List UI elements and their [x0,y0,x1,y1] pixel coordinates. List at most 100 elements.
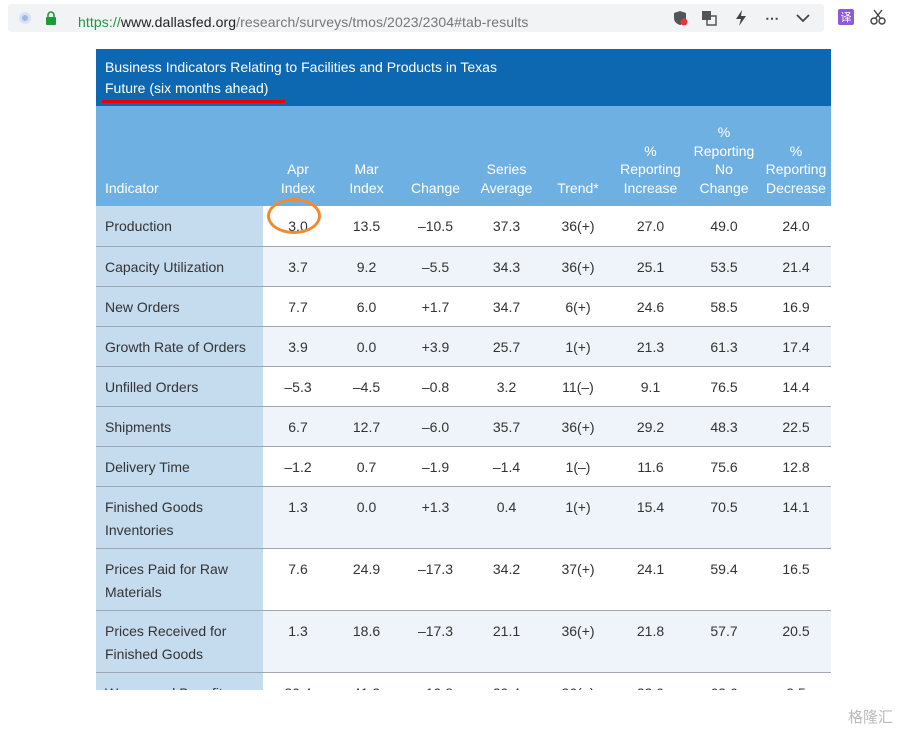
series-average-cell: 21.1 [471,610,542,673]
apr-index-cell: 6.7 [263,406,333,447]
translate-extension-icon[interactable]: 译 [838,9,854,25]
pct-decrease-cell: 14.4 [761,366,831,407]
pct-no-change-cell: 58.5 [687,286,761,327]
table-title: Business Indicators Relating to Faciliti… [105,59,497,75]
apr-index-cell: 3.9 [263,326,333,367]
indicator-cell: Unfilled Orders [96,366,263,407]
table-row: Prices Paid for Raw Materials 7.6 24.9 –17.… [96,548,831,611]
pct-increase-cell: 24.6 [614,286,687,327]
trend-cell: 1(–) [542,446,614,487]
series-average-cell: 34.2 [471,548,542,611]
trend-cell: 36(+) [542,672,614,690]
column-header-line: Apr [287,161,309,177]
highlight-circle-annotation [267,198,321,234]
pct-decrease-cell: 16.9 [761,286,831,327]
apr-index-cell: 30.4 [263,672,333,690]
apr-index-cell: –5.3 [263,366,333,407]
change-cell: –17.3 [400,548,471,611]
more-icon[interactable]: ⋯ [765,9,779,26]
watermark: 格隆汇 [847,709,893,726]
change-cell: –0.8 [400,366,471,407]
column-header: % Reporting No Change [687,106,761,206]
column-header-line: Mar [354,161,379,177]
indicator-cell: Delivery Time [96,446,263,487]
table-row: Prices Received for Finished Goods 1.3 18.… [96,610,831,673]
pct-decrease-cell: 14.1 [761,486,831,549]
table-row: Finished Goods Inventories 1.3 0.0 +1.3 0.4 1… [96,486,831,549]
series-average-cell: 35.7 [471,406,542,447]
red-underline-annotation [102,100,285,103]
pct-no-change-cell: 48.3 [687,406,761,447]
mar-index-cell: 12.7 [333,406,400,447]
trend-cell: 6(+) [542,286,614,327]
mar-index-cell: 9.2 [333,246,400,287]
apr-index-cell: 7.7 [263,286,333,327]
table-header-row: Indicator Apr Index Mar Index Change Series Ave… [96,106,831,206]
indicators-table-container: Business Indicators Relating to Faciliti… [96,49,831,690]
pct-no-change-cell: 70.5 [687,486,761,549]
table-subtitle: Future (six months ahead) [105,80,269,96]
pct-decrease-cell: 21.4 [761,246,831,287]
column-header: Mar Index [333,106,400,206]
shield-block-icon[interactable] [672,10,688,26]
pct-increase-cell: 27.0 [614,206,687,247]
indicators-table: Indicator Apr Index Mar Index Change Series Ave… [96,106,831,690]
lock-icon [44,10,58,26]
series-average-cell: 0.4 [471,486,542,549]
column-header-line: Indicator [105,179,159,196]
column-header-line: Reporting [620,161,681,177]
pct-decrease-cell: 16.5 [761,548,831,611]
column-header: Apr Index [263,106,333,206]
indicator-cell: Capacity Utilization [96,246,263,287]
table-row: Shipments 6.7 12.7 –6.0 35.7 36(+) 29.2 48.3 22.… [96,406,831,447]
pct-decrease-cell: 3.5 [761,672,831,690]
table-row: Growth Rate of Orders 3.9 0.0 +3.9 25.7 1(+) 2… [96,326,831,367]
browser-toolbar: https://www.dallasfed.org/research/surve… [0,0,901,36]
apr-index-cell: 7.6 [263,548,333,611]
column-header-line: Change [410,179,461,196]
site-info-icon[interactable] [18,11,32,25]
chevron-down-icon[interactable] [795,10,811,26]
mar-index-cell: 18.6 [333,610,400,673]
pct-increase-cell: 25.1 [614,246,687,287]
table-row: Wages and Benefits30.441.2–10.839.436(+)… [96,672,831,690]
address-bar[interactable]: https://www.dallasfed.org/research/surve… [8,4,824,32]
trend-cell: 1(+) [542,486,614,549]
change-cell: +1.3 [400,486,471,549]
mar-index-cell: –4.5 [333,366,400,407]
indicator-cell: Shipments [96,406,263,447]
series-average-cell: 3.2 [471,366,542,407]
pct-no-change-cell: 75.6 [687,446,761,487]
apr-index-cell: 1.3 [263,610,333,673]
series-average-cell: 34.7 [471,286,542,327]
apr-index-cell: 1.3 [263,486,333,549]
mar-index-cell: 41.2 [333,672,400,690]
pct-decrease-cell: 22.5 [761,406,831,447]
translate-icon[interactable] [701,10,717,26]
column-header-line: No [715,161,733,177]
column-header: % Reporting Increase [614,106,687,206]
mar-index-cell: 6.0 [333,286,400,327]
pct-no-change-cell: 59.4 [687,548,761,611]
change-cell: –5.5 [400,246,471,287]
lightning-icon[interactable] [733,9,749,27]
table-row: Unfilled Orders –5.3 –4.5 –0.8 3.2 11(–) 9.1 76… [96,366,831,407]
column-header-line: Index [280,179,316,196]
apr-index-cell: 3.7 [263,246,333,287]
column-header-line: Decrease [766,179,826,196]
column-header-line: Increase [623,179,678,196]
pct-increase-cell: 33.9 [614,672,687,690]
pct-decrease-cell: 12.8 [761,446,831,487]
change-cell: –10.5 [400,206,471,247]
scissors-icon[interactable] [870,9,886,25]
indicator-cell: Prices Paid for Raw Materials [96,548,263,611]
mar-index-cell: 0.0 [333,326,400,367]
pct-no-change-cell: 57.7 [687,610,761,673]
url-text[interactable]: https://www.dallasfed.org/research/surve… [78,14,529,30]
trend-cell: 1(+) [542,326,614,367]
change-cell: –1.9 [400,446,471,487]
table-row: Production 3.0 13.5 –10.5 37.3 36(+) 27.0 49.0 2… [96,206,831,247]
trend-cell: 37(+) [542,548,614,611]
trend-cell: 36(+) [542,406,614,447]
column-header-line: Index [349,179,384,196]
